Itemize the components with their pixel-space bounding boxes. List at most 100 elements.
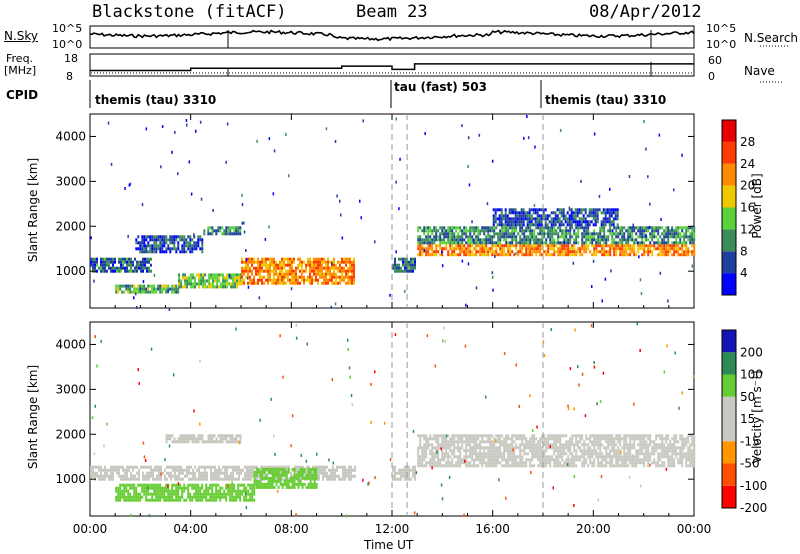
echo-cell: [211, 489, 214, 493]
echo-cell: [469, 443, 472, 447]
echo-cell: [279, 479, 282, 483]
echo-cell: [289, 281, 291, 285]
echo-cell: [165, 489, 168, 493]
echo-cell: [233, 440, 236, 444]
echo-cell: [321, 281, 323, 285]
echo-cell: [275, 278, 277, 282]
echo-cell: [421, 449, 424, 453]
echo-cell: [351, 266, 353, 270]
echo-cell: [581, 232, 584, 236]
echo-cell: [483, 226, 486, 230]
echo-cell: [159, 486, 162, 490]
echo-cell: [635, 464, 638, 468]
echo-cell: [597, 238, 600, 242]
echo-cell: [625, 446, 628, 450]
echo-cell: [489, 226, 492, 230]
echo-cell: [613, 247, 616, 251]
echo-cell: [353, 266, 355, 270]
echo-cell: [335, 278, 337, 282]
echo-cell: [519, 452, 522, 456]
echo-cell: [523, 235, 526, 239]
echo-cell: [182, 276, 185, 280]
echo-cell: [687, 458, 690, 462]
echo-cell: [667, 446, 670, 450]
echo-cell: [675, 232, 678, 236]
echo-cell: [559, 226, 562, 230]
echo-cell: [653, 449, 656, 453]
echo-cell: [210, 273, 213, 277]
echo-cell: [152, 468, 154, 472]
echo-cell: [427, 244, 430, 248]
echo-cell: [489, 247, 492, 251]
echo-cell: [455, 235, 458, 239]
echo-cell: [545, 253, 548, 257]
echo-cell: [165, 241, 168, 245]
echo-cell: [661, 226, 664, 230]
echo-cell: [126, 471, 128, 475]
echo-cell: [200, 276, 203, 280]
echo-cell: [283, 266, 285, 270]
echo-cell: [560, 220, 563, 224]
echo-cell: [291, 263, 293, 267]
echo-cell: [187, 437, 190, 441]
echo-cell: [561, 229, 564, 233]
echo-cell: [404, 465, 406, 469]
echo-cell: [589, 446, 592, 450]
echo-cell: [353, 269, 355, 273]
echo-cell: [543, 449, 546, 453]
echo-cell: [537, 443, 540, 447]
scatter-echo: [288, 174, 290, 178]
echo-cell: [265, 485, 268, 489]
echo-cell: [417, 244, 420, 248]
echo-cell: [231, 232, 234, 236]
echo-cell: [283, 467, 286, 471]
scatter-echo: [681, 153, 683, 157]
echo-cell: [663, 443, 666, 447]
echo-cell: [269, 467, 272, 471]
echo-cell: [239, 232, 242, 236]
echo-cell: [257, 278, 259, 282]
scatter-echo: [530, 471, 532, 474]
echo-cell: [322, 468, 324, 472]
echo-cell: [639, 461, 642, 465]
echo-cell: [251, 263, 253, 267]
echo-cell: [554, 214, 557, 218]
echo-cell: [187, 492, 190, 496]
echo-cell: [523, 238, 526, 242]
echo-cell: [252, 468, 254, 472]
echo-cell: [594, 223, 597, 227]
echo-cell: [609, 434, 612, 438]
echo-cell: [205, 440, 208, 444]
echo-cell: [331, 281, 333, 285]
echo-cell: [567, 449, 570, 453]
echo-cell: [273, 266, 275, 270]
echo-cell: [341, 269, 343, 273]
echo-cell: [259, 482, 262, 486]
echo-cell: [531, 244, 534, 248]
echo-cell: [633, 434, 636, 438]
echo-cell: [195, 486, 198, 490]
echo-cell: [589, 241, 592, 245]
echo-cell: [186, 282, 189, 286]
echo-cell: [315, 269, 317, 273]
echo-cell: [408, 269, 410, 273]
echo-cell: [546, 217, 549, 221]
echo-cell: [693, 455, 696, 459]
echo-cell: [181, 434, 184, 438]
echo-cell: [653, 232, 656, 236]
echo-cell: [148, 257, 150, 261]
echo-cell: [334, 474, 336, 478]
echo-cell: [595, 250, 598, 254]
echo-cell: [509, 253, 512, 257]
echo-cell: [425, 455, 428, 459]
echo-cell: [569, 461, 572, 465]
scatter-echo: [464, 344, 467, 348]
echo-cell: [151, 495, 154, 499]
echo-cell: [217, 489, 220, 493]
echo-cell: [603, 434, 606, 438]
echo-cell: [98, 468, 100, 472]
echo-cell: [619, 464, 622, 468]
echo-cell: [457, 437, 460, 441]
echo-cell: [519, 443, 522, 447]
echo-cell: [593, 437, 596, 441]
